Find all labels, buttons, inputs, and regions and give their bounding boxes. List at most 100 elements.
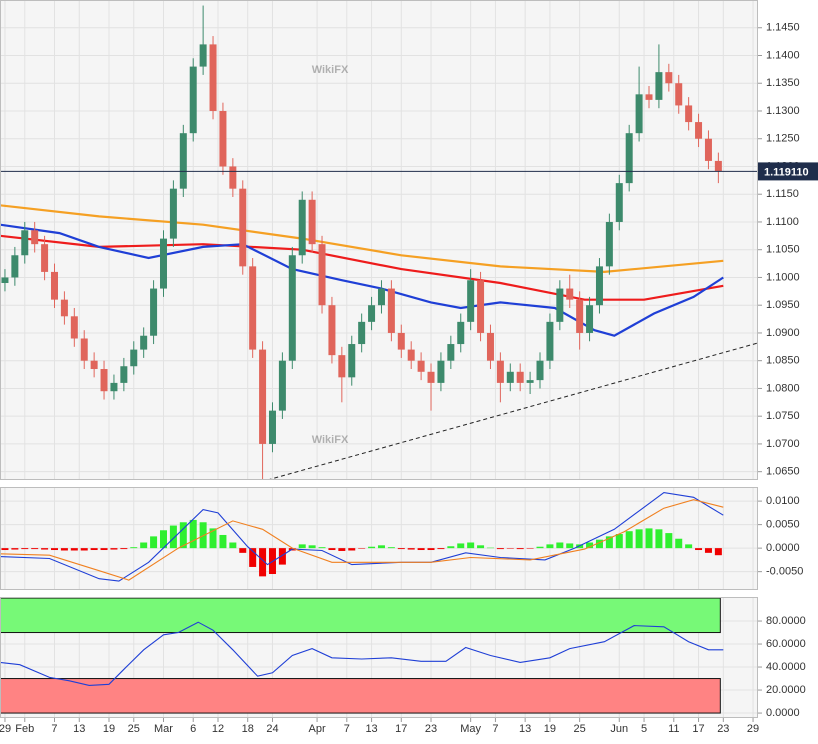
candle-body	[90, 360, 98, 370]
candle-body	[526, 380, 534, 383]
candle-body	[159, 238, 167, 289]
x-tick-label: Apr	[309, 723, 326, 735]
x-tick-label: 5	[641, 723, 647, 735]
histogram-bar	[21, 548, 29, 550]
histogram-bar	[140, 542, 148, 549]
indicator-line	[0, 621, 724, 686]
candle-body	[140, 335, 148, 350]
histogram-bar	[536, 546, 544, 549]
histogram-bar	[695, 548, 703, 551]
candle-body	[655, 72, 663, 100]
rsi-band	[0, 597, 721, 634]
x-tick-label: 7	[344, 723, 350, 735]
panel-border	[0, 597, 758, 718]
candle-body	[100, 369, 108, 392]
histogram-bar	[477, 545, 485, 549]
histogram-bar	[209, 528, 217, 549]
candle-body	[635, 94, 643, 134]
histogram-bar	[685, 544, 693, 549]
candle-body	[189, 66, 197, 134]
histogram-bar	[635, 529, 643, 549]
panel-bg	[0, 0, 758, 480]
y-tick-label: -0.0050	[766, 566, 803, 578]
candle-body	[70, 316, 78, 339]
y-tick-label: 1.1450	[766, 22, 800, 34]
y-tick-label: 1.1300	[766, 105, 800, 117]
histogram-bar	[377, 545, 385, 549]
candle-body	[150, 288, 158, 336]
y-tick-label: 20.0000	[766, 684, 806, 696]
histogram-bar	[219, 534, 227, 549]
candle-body	[447, 344, 455, 361]
histogram-bar	[586, 542, 594, 549]
candle-body	[457, 321, 465, 345]
candle-body	[605, 221, 613, 267]
candle-body	[239, 188, 247, 267]
y-tick-label: 1.1000	[766, 271, 800, 283]
indicator-line	[0, 492, 724, 582]
x-tick-label: 12	[212, 723, 224, 735]
histogram-bar	[80, 548, 88, 551]
histogram-bar	[368, 546, 376, 549]
x-tick-label: 18	[242, 723, 254, 735]
x-tick-label: 29	[747, 723, 759, 735]
histogram-bar	[358, 548, 366, 549]
histogram-bar	[110, 548, 118, 550]
candle-body	[665, 72, 673, 84]
candle-body	[328, 305, 336, 356]
histogram-bar	[437, 548, 445, 550]
candle-body	[1, 277, 9, 284]
candle-body	[586, 305, 594, 333]
x-tick-label: Jun	[610, 723, 628, 735]
x-tick-label: 25	[574, 723, 586, 735]
candle-body	[566, 288, 574, 300]
histogram-bar	[486, 547, 494, 549]
histogram-bar	[665, 533, 673, 549]
histogram-bar	[447, 546, 455, 549]
candle-body	[80, 338, 88, 361]
histogram-bar	[318, 547, 326, 549]
candle-body	[268, 410, 276, 444]
candle-body	[249, 266, 257, 350]
histogram-bar	[70, 548, 78, 551]
histogram-bar	[546, 544, 554, 549]
histogram-bar	[704, 548, 712, 553]
candle-body	[259, 349, 267, 444]
candle-body	[179, 133, 187, 189]
histogram-bar	[516, 548, 524, 550]
candle-body	[714, 160, 722, 172]
histogram-bar	[506, 548, 514, 549]
histogram-bar	[655, 529, 663, 549]
candle-body	[21, 230, 29, 256]
candle-body	[675, 83, 683, 106]
x-tick-label: 7	[51, 723, 57, 735]
candle-body	[536, 360, 544, 381]
candle-body	[298, 199, 306, 256]
histogram-bar	[556, 542, 564, 549]
last-price-label: 1.119110	[764, 166, 809, 178]
histogram-bar	[457, 543, 465, 549]
candle-body	[556, 288, 564, 322]
histogram-bar	[130, 547, 138, 549]
candle-body	[130, 349, 138, 367]
candle-body	[169, 188, 177, 239]
candle-body	[645, 94, 653, 100]
histogram-bar	[496, 548, 504, 550]
y-tick-label: 1.0750	[766, 410, 800, 422]
histogram-bar	[41, 548, 49, 550]
histogram-bar	[159, 530, 167, 549]
histogram-bar	[31, 548, 39, 550]
histogram-bar	[90, 548, 98, 551]
histogram-bar	[298, 544, 306, 549]
y-tick-label: 1.0850	[766, 355, 800, 367]
y-tick-label: 1.0700	[766, 438, 800, 450]
indicator-line	[0, 204, 724, 274]
y-tick-label: 1.1100	[766, 216, 799, 228]
histogram-bar	[397, 548, 405, 550]
histogram-bar	[150, 536, 158, 549]
histogram-bar	[615, 534, 623, 549]
candle-body	[704, 138, 712, 161]
indicator-line	[0, 499, 724, 581]
panel	[0, 597, 758, 718]
